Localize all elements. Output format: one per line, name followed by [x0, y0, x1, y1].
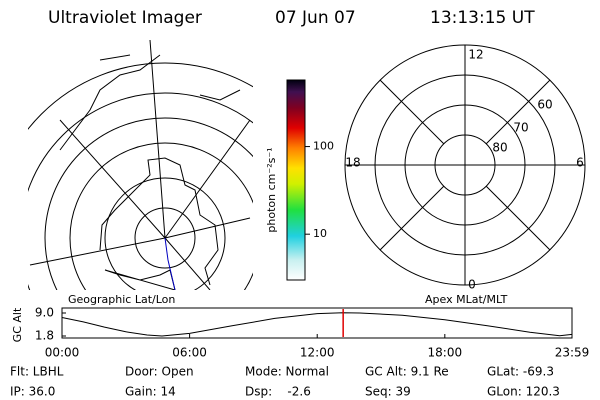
lat-label: 70 — [513, 121, 528, 135]
status-field: IP: 36.0 — [10, 385, 55, 399]
mlt-label: 12 — [468, 48, 483, 62]
panel-title: Geographic Lat/Lon — [68, 293, 175, 306]
status-field: Gain: 14 — [125, 385, 176, 399]
status-field: Mode: Normal — [245, 365, 329, 379]
polar-grid — [344, 44, 586, 286]
time: 13:13:15 UT — [430, 8, 535, 28]
status-field: Flt: LBHL — [10, 365, 64, 379]
date: 07 Jun 07 — [275, 8, 356, 28]
x-tick-label: 23:59 — [555, 346, 590, 360]
x-tick-label: 06:00 — [172, 346, 207, 360]
panel-title: Apex MLat/MLT — [425, 293, 508, 306]
mlt-label: 0 — [468, 278, 476, 292]
status-field: Door: Open — [125, 365, 194, 379]
x-tick-label: 18:00 — [428, 346, 463, 360]
instrument: Ultraviolet Imager — [48, 8, 202, 28]
status-field: GC Alt: 9.1 Re — [365, 365, 449, 379]
altitude-line — [61, 312, 573, 337]
y-axis-label: GC Alt — [11, 307, 24, 342]
status-field: Seq: 39 — [365, 385, 411, 399]
x-tick-label: 12:00 — [300, 346, 335, 360]
lat-label: 80 — [492, 141, 507, 155]
colorbar-tick-label: 100 — [313, 140, 334, 153]
mlt-label: 6 — [576, 156, 584, 170]
status-field: GLat: -69.3 — [487, 365, 554, 379]
y-tick-label: 9.0 — [35, 306, 54, 320]
status-field: GLon: 120.3 — [487, 385, 560, 399]
status-field: Dsp: -2.6 — [245, 385, 311, 399]
x-tick-label: 00:00 — [45, 346, 80, 360]
lat-label: 60 — [537, 98, 552, 112]
colorbar — [286, 79, 306, 281]
colorbar-tick-label: 10 — [313, 227, 327, 240]
mlt-label: 18 — [345, 156, 360, 170]
y-tick-label: 1.8 — [35, 329, 54, 343]
geo-map — [28, 40, 253, 290]
colorbar-label: photon cm⁻²s⁻¹ — [265, 147, 278, 232]
